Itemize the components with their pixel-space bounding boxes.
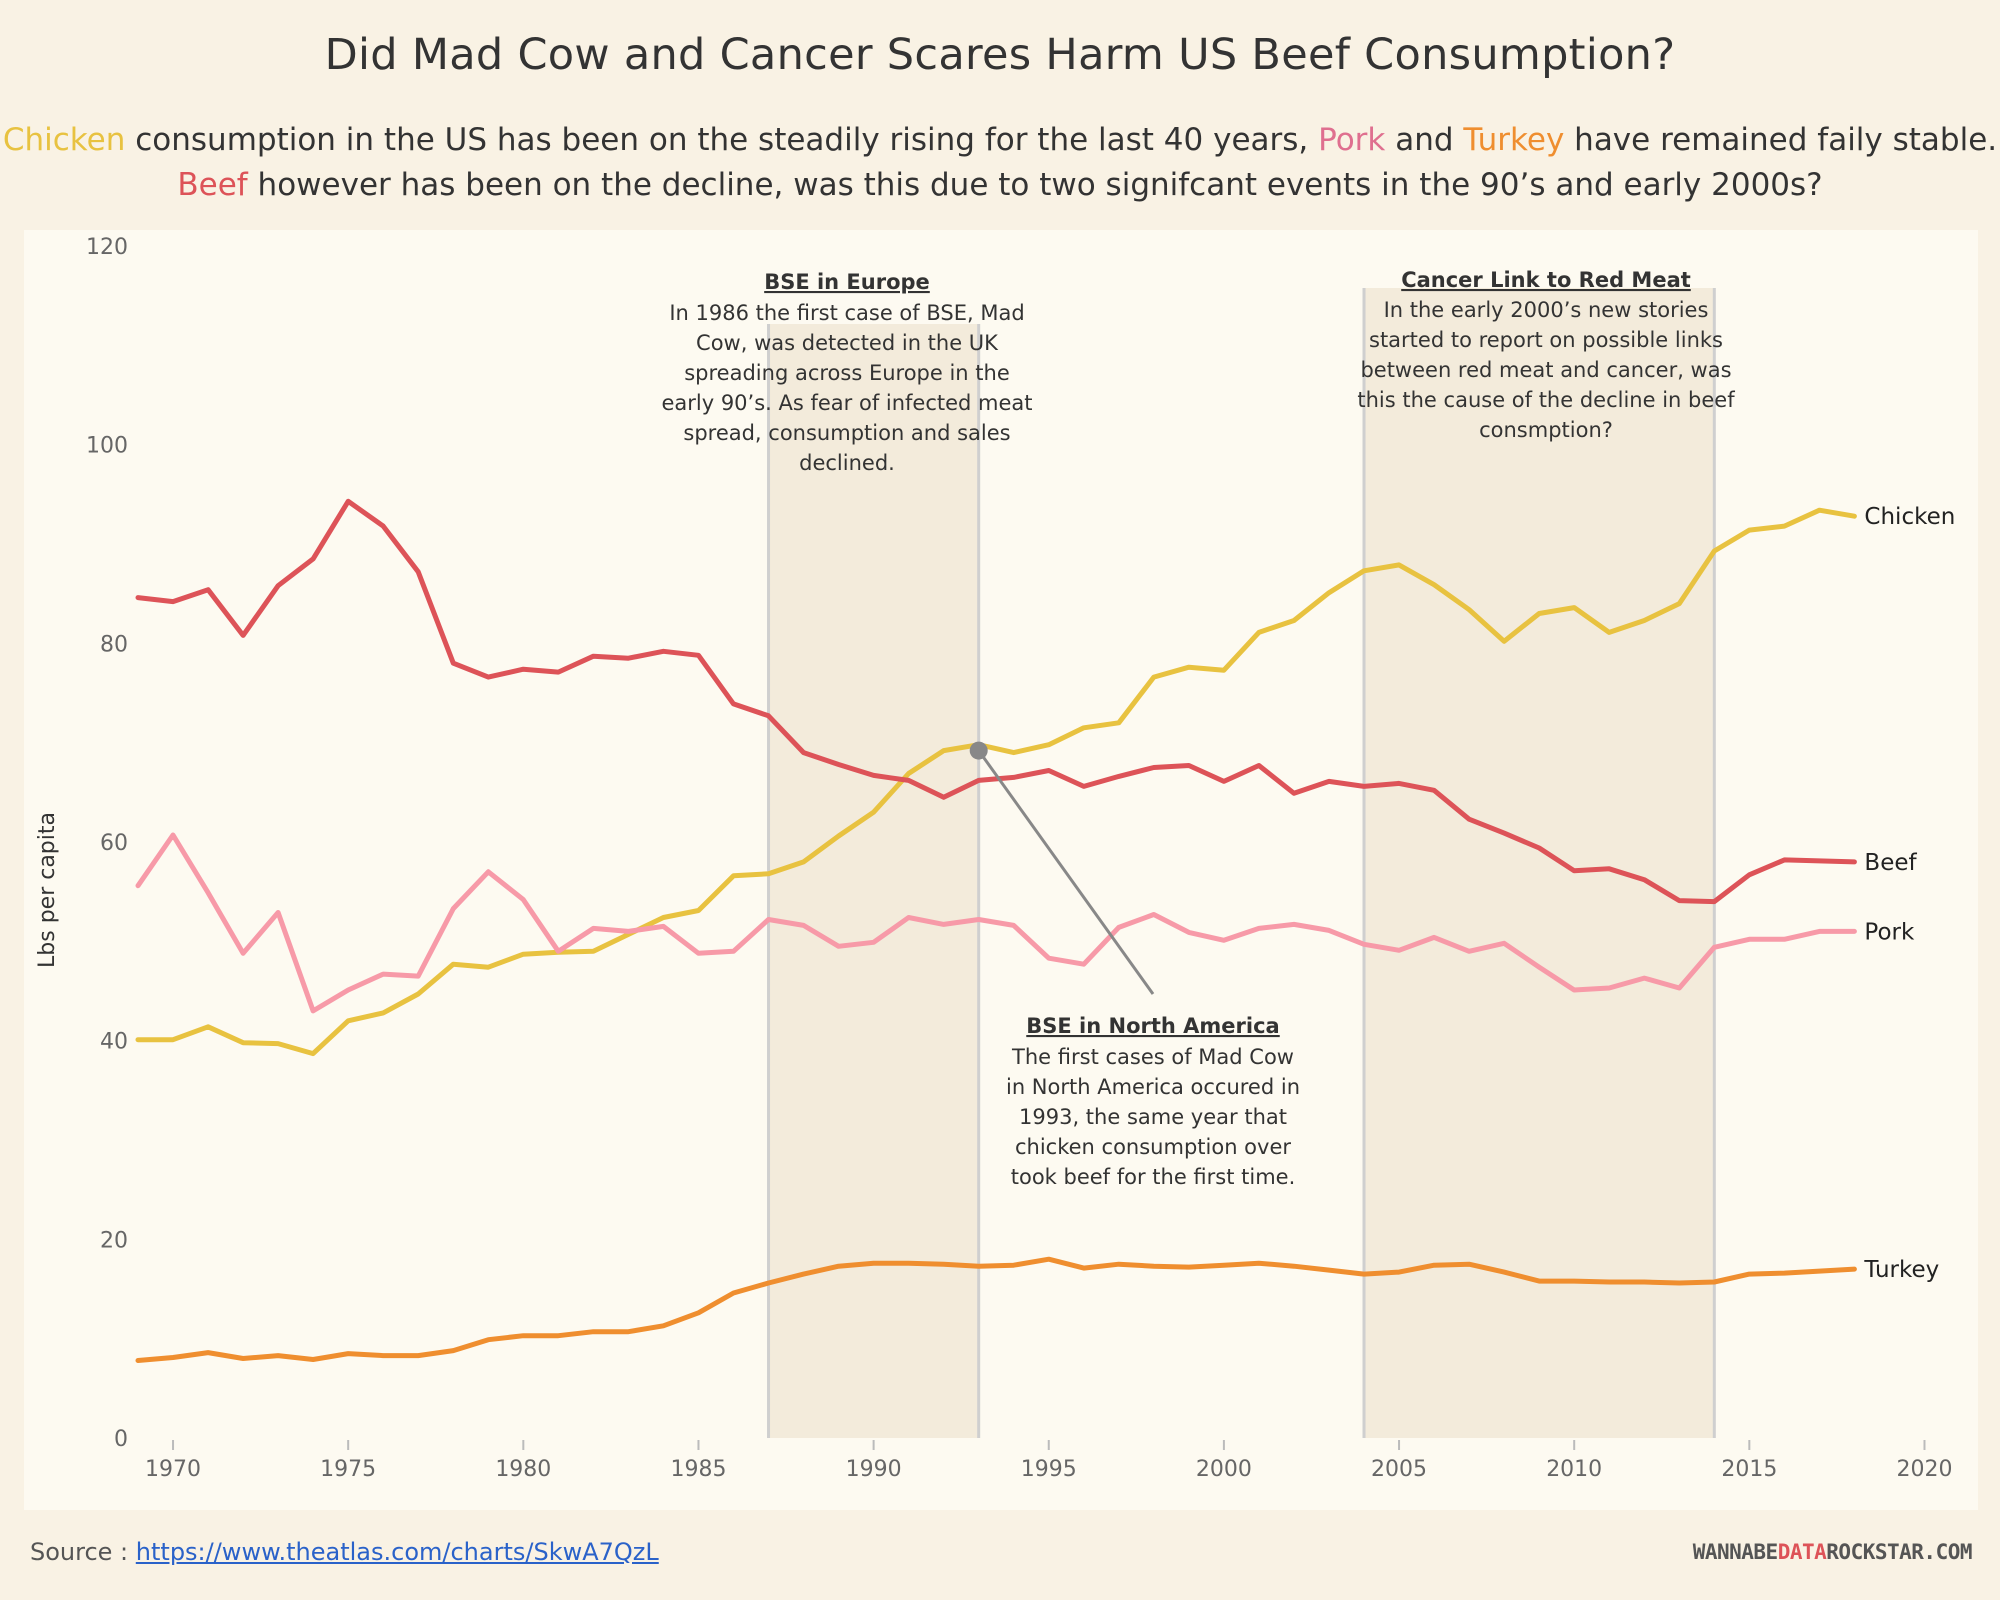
- y-tick-label: 20: [100, 1228, 128, 1253]
- annotation-bse-na: BSE in North America The first cases of …: [1006, 1014, 1300, 1189]
- subtitle-pork: Pork: [1318, 122, 1386, 158]
- leader-line: [977, 749, 1155, 995]
- series-label-beef: Beef: [1864, 850, 1917, 876]
- annotation-line: 1993, the same year that: [1019, 1105, 1287, 1129]
- y-tick-label: 0: [114, 1427, 128, 1452]
- annotation-bse-na-title: BSE in North America: [1026, 1014, 1279, 1038]
- annotation-line: spread, consumption and sales: [683, 421, 1010, 445]
- x-tick-label: 2020: [1896, 1457, 1952, 1482]
- brand-part-2: DATA: [1777, 1540, 1827, 1564]
- y-tick-label: 40: [100, 1030, 128, 1055]
- annotation-line: between red meat and cancer, was: [1360, 358, 1731, 382]
- source-link[interactable]: https://www.theatlas.com/charts/SkwA7QzL: [135, 1538, 659, 1566]
- chart-area: 0 20 40 60 80 100 120 1970 1975 1980 1985 1990 1995…: [24, 230, 1978, 1510]
- annotation-line: in North America occured in: [1006, 1075, 1300, 1099]
- y-tick-label: 60: [100, 831, 128, 856]
- series-label-chicken: Chicken: [1864, 504, 1955, 530]
- x-tick-label: 2010: [1546, 1457, 1602, 1482]
- annotation-line: spreading across Europe in the: [684, 361, 1010, 385]
- subtitle: Chicken consumption in the US has been o…: [0, 118, 2000, 208]
- series-label-turkey: Turkey: [1863, 1257, 1939, 1283]
- annotation-line: this the cause of the decline in beef: [1357, 388, 1735, 412]
- highlight-point: [969, 741, 988, 760]
- series-label-pork: Pork: [1864, 919, 1915, 945]
- x-tick-label: 2005: [1371, 1457, 1427, 1482]
- x-tick-label: 1985: [670, 1457, 726, 1482]
- annotation-line: In the early 2000’s new stories: [1384, 298, 1709, 322]
- x-tick-label: 1970: [145, 1457, 201, 1482]
- x-tick-label: 1995: [1021, 1457, 1077, 1482]
- shaded-periods: [767, 288, 1716, 1438]
- annotation-line: In 1986 the first case of BSE, Mad: [669, 301, 1024, 325]
- annotation-line: chicken consumption over: [1015, 1135, 1291, 1159]
- annotation-bse-europe-title: BSE in Europe: [764, 270, 930, 294]
- annotation-cancer-title: Cancer Link to Red Meat: [1401, 268, 1691, 292]
- brand-part-1: WANNABE: [1692, 1540, 1779, 1564]
- x-axis: 1970 1975 1980 1985 1990 1995 2000 2005 2010 2015…: [145, 1440, 1952, 1482]
- annotation-cancer: Cancer Link to Red Meat In the early 200…: [1357, 268, 1735, 442]
- bse-na-leader: [969, 741, 1155, 995]
- annotation-line: started to report on possible links: [1369, 328, 1723, 352]
- y-tick-label: 100: [86, 434, 128, 459]
- series-line-pork: [135, 832, 1857, 1014]
- line-chart: 0 20 40 60 80 100 120 1970 1975 1980 1985 1990 1995…: [35, 235, 1955, 1482]
- x-tick-label: 1990: [846, 1457, 902, 1482]
- source-note: Source : https://www.theatlas.com/charts…: [30, 1538, 659, 1566]
- annotation-line: early 90’s. As fear of infected meat: [661, 391, 1032, 415]
- annotation-bse-europe-body: In 1986 the first case of BSE, Mad Cow, w…: [661, 301, 1032, 475]
- x-tick-label: 2000: [1196, 1457, 1252, 1482]
- shaded-range-1: [1364, 288, 1715, 1438]
- annotation-line: Cow, was detected in the UK: [696, 331, 999, 355]
- annotation-line: declined.: [799, 451, 895, 475]
- brand-logo: WANNABEDATAROCKSTAR.COM: [1692, 1540, 1973, 1564]
- subtitle-turkey: Turkey: [1463, 122, 1565, 158]
- subtitle-chicken: Chicken: [2, 122, 126, 158]
- subtitle-and: and: [1385, 122, 1464, 158]
- source-label: Source :: [30, 1538, 136, 1566]
- y-tick-label: 80: [100, 632, 128, 657]
- annotation-bse-na-body: The first cases of Mad Cow in North Ameri…: [1006, 1045, 1300, 1189]
- x-tick-label: 1980: [495, 1457, 551, 1482]
- x-tick-label: 2015: [1721, 1457, 1777, 1482]
- x-tick-label: 1975: [320, 1457, 376, 1482]
- series-lines: [135, 498, 1857, 1363]
- annotation-cancer-body: In the early 2000’s new stories started t…: [1357, 298, 1735, 442]
- series-line-turkey: [135, 1256, 1857, 1363]
- page-title: Did Mad Cow and Cancer Scares Harm US Be…: [324, 30, 1676, 80]
- y-axis: 0 20 40 60 80 100 120: [86, 235, 128, 1452]
- shaded-range-0: [768, 324, 979, 1438]
- subtitle-text-3: however has been on the decline, was thi…: [247, 167, 1823, 203]
- annotation-line: consmption?: [1479, 418, 1613, 442]
- y-tick-label: 120: [86, 235, 128, 260]
- subtitle-text-2: have remained faily stable.: [1564, 122, 1998, 158]
- series-labels: Chicken Beef Pork Turkey: [1863, 504, 1955, 1283]
- annotation-line: took beef for the first time.: [1011, 1165, 1296, 1189]
- subtitle-text-1: consumption in the US has been on the st…: [125, 122, 1319, 158]
- annotation-line: The first cases of Mad Cow: [1011, 1045, 1294, 1069]
- brand-part-3: ROCKSTAR.COM: [1826, 1540, 1972, 1564]
- series-line-beef: [135, 498, 1857, 905]
- subtitle-beef: Beef: [177, 167, 248, 203]
- annotation-bse-europe: BSE in Europe In 1986 the first case of …: [661, 270, 1032, 475]
- series-line-chicken: [135, 507, 1857, 1057]
- y-axis-label: Lbs per capita: [35, 812, 60, 968]
